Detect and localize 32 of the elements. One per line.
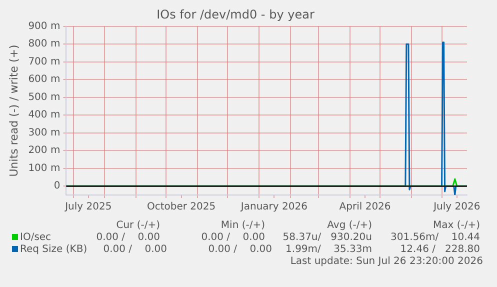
y-tick-label: 900 m <box>28 20 60 32</box>
y-tick-label: 400 m <box>28 110 60 121</box>
text: 0.00 / 0.00 <box>201 232 265 243</box>
y-tick-label: 700 m <box>28 56 60 68</box>
x-tick-label: July 2026 <box>432 202 480 213</box>
text: 0.00 / 0.00 <box>208 244 272 255</box>
text: Avg (-/+) <box>327 220 372 231</box>
text: Cur (-/+) <box>116 220 160 231</box>
chart-title: IOs for /dev/md0 - by year <box>156 7 314 22</box>
x-tick-label: January 2026 <box>240 202 308 213</box>
y-axis-title: Units read (-) / write (+) <box>7 44 20 177</box>
text: 0.00 / 0.00 <box>96 232 160 243</box>
y-tick-label: 200 m <box>28 145 60 156</box>
y-tick-label: 100 m <box>28 162 60 174</box>
y-tick-label: 500 m <box>28 92 60 103</box>
y-tick-label: 0 <box>54 180 60 192</box>
y-tick-label: 600 m <box>28 74 60 86</box>
text: 58.37u/ 930.20u <box>282 232 372 243</box>
x-tick-label: July 2025 <box>64 202 112 213</box>
y-tick-label: 800 m <box>28 38 60 50</box>
text: Last update: Sun Jul 26 23:20:00 2026 <box>290 256 483 267</box>
y-tick-label: 300 m <box>28 127 60 138</box>
text: Min (-/+) <box>220 220 265 231</box>
text: 12.46 / 228.80 <box>400 244 480 255</box>
legend-label: IO/sec <box>19 232 52 243</box>
legend-label: Req Size (KB) <box>19 244 88 255</box>
text: 301.56m/ 10.44 <box>390 232 480 243</box>
text: Max (-/+) <box>432 220 480 231</box>
text: 1.99m/ 35.33m <box>286 244 372 255</box>
text: 0.00 / 0.00 <box>103 244 167 255</box>
x-tick-label: April 2026 <box>339 202 391 213</box>
x-tick-label: October 2025 <box>146 202 216 213</box>
